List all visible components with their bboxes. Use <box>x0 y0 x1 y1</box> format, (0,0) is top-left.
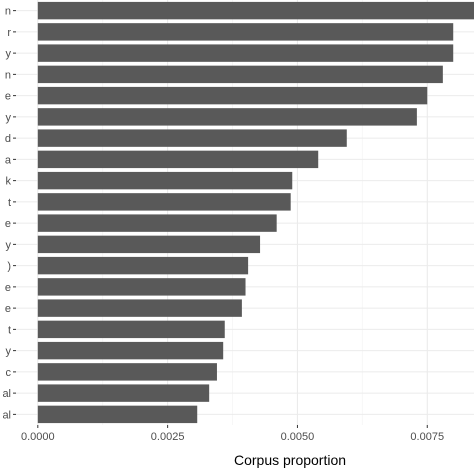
x-tick-label: 0.0075 <box>410 431 444 443</box>
category-label: al <box>2 388 11 400</box>
bar <box>37 363 217 381</box>
category-label: d <box>5 133 11 145</box>
category-label: n <box>5 6 11 18</box>
grid-lines <box>16 0 474 425</box>
category-label: t <box>8 324 11 336</box>
bar <box>37 86 428 105</box>
bar <box>37 341 224 360</box>
bar <box>37 171 293 190</box>
category-label: c <box>6 367 12 379</box>
category-label: t <box>8 197 11 209</box>
x-tick-label: 0.0025 <box>151 431 185 443</box>
bar <box>37 299 242 317</box>
bar <box>37 1 474 20</box>
bar <box>37 44 454 62</box>
bar <box>37 65 443 84</box>
category-label: e <box>5 303 11 315</box>
bar <box>37 256 249 275</box>
category-label: y <box>6 48 12 60</box>
bar <box>37 235 261 254</box>
bar <box>37 23 454 41</box>
bar <box>37 384 210 402</box>
x-tick-label: 0.0000 <box>21 431 55 443</box>
category-label: a <box>5 154 12 166</box>
category-label: y <box>6 346 12 358</box>
category-label: e <box>5 218 11 230</box>
category-label: n <box>5 69 11 81</box>
bar <box>37 108 417 126</box>
bar <box>37 193 291 211</box>
category-label: e <box>5 282 11 294</box>
category-label: r <box>7 27 11 39</box>
bar <box>37 129 347 147</box>
bar <box>37 320 225 339</box>
x-axis-title: Corpus proportion <box>234 452 346 468</box>
category-label: y <box>6 112 12 124</box>
bar <box>37 278 246 296</box>
bar <box>37 150 319 169</box>
x-axis: 0.0000 0.0025 0.0050 0.0075 <box>21 425 444 443</box>
x-tick-label: 0.0050 <box>281 431 315 443</box>
category-label: ) <box>7 261 11 273</box>
bar <box>37 214 277 232</box>
category-label: y <box>6 239 12 251</box>
bar <box>37 405 198 424</box>
category-label: k <box>6 176 12 188</box>
category-label: al <box>2 409 11 421</box>
bars-group <box>37 1 474 424</box>
category-label: e <box>5 91 11 103</box>
